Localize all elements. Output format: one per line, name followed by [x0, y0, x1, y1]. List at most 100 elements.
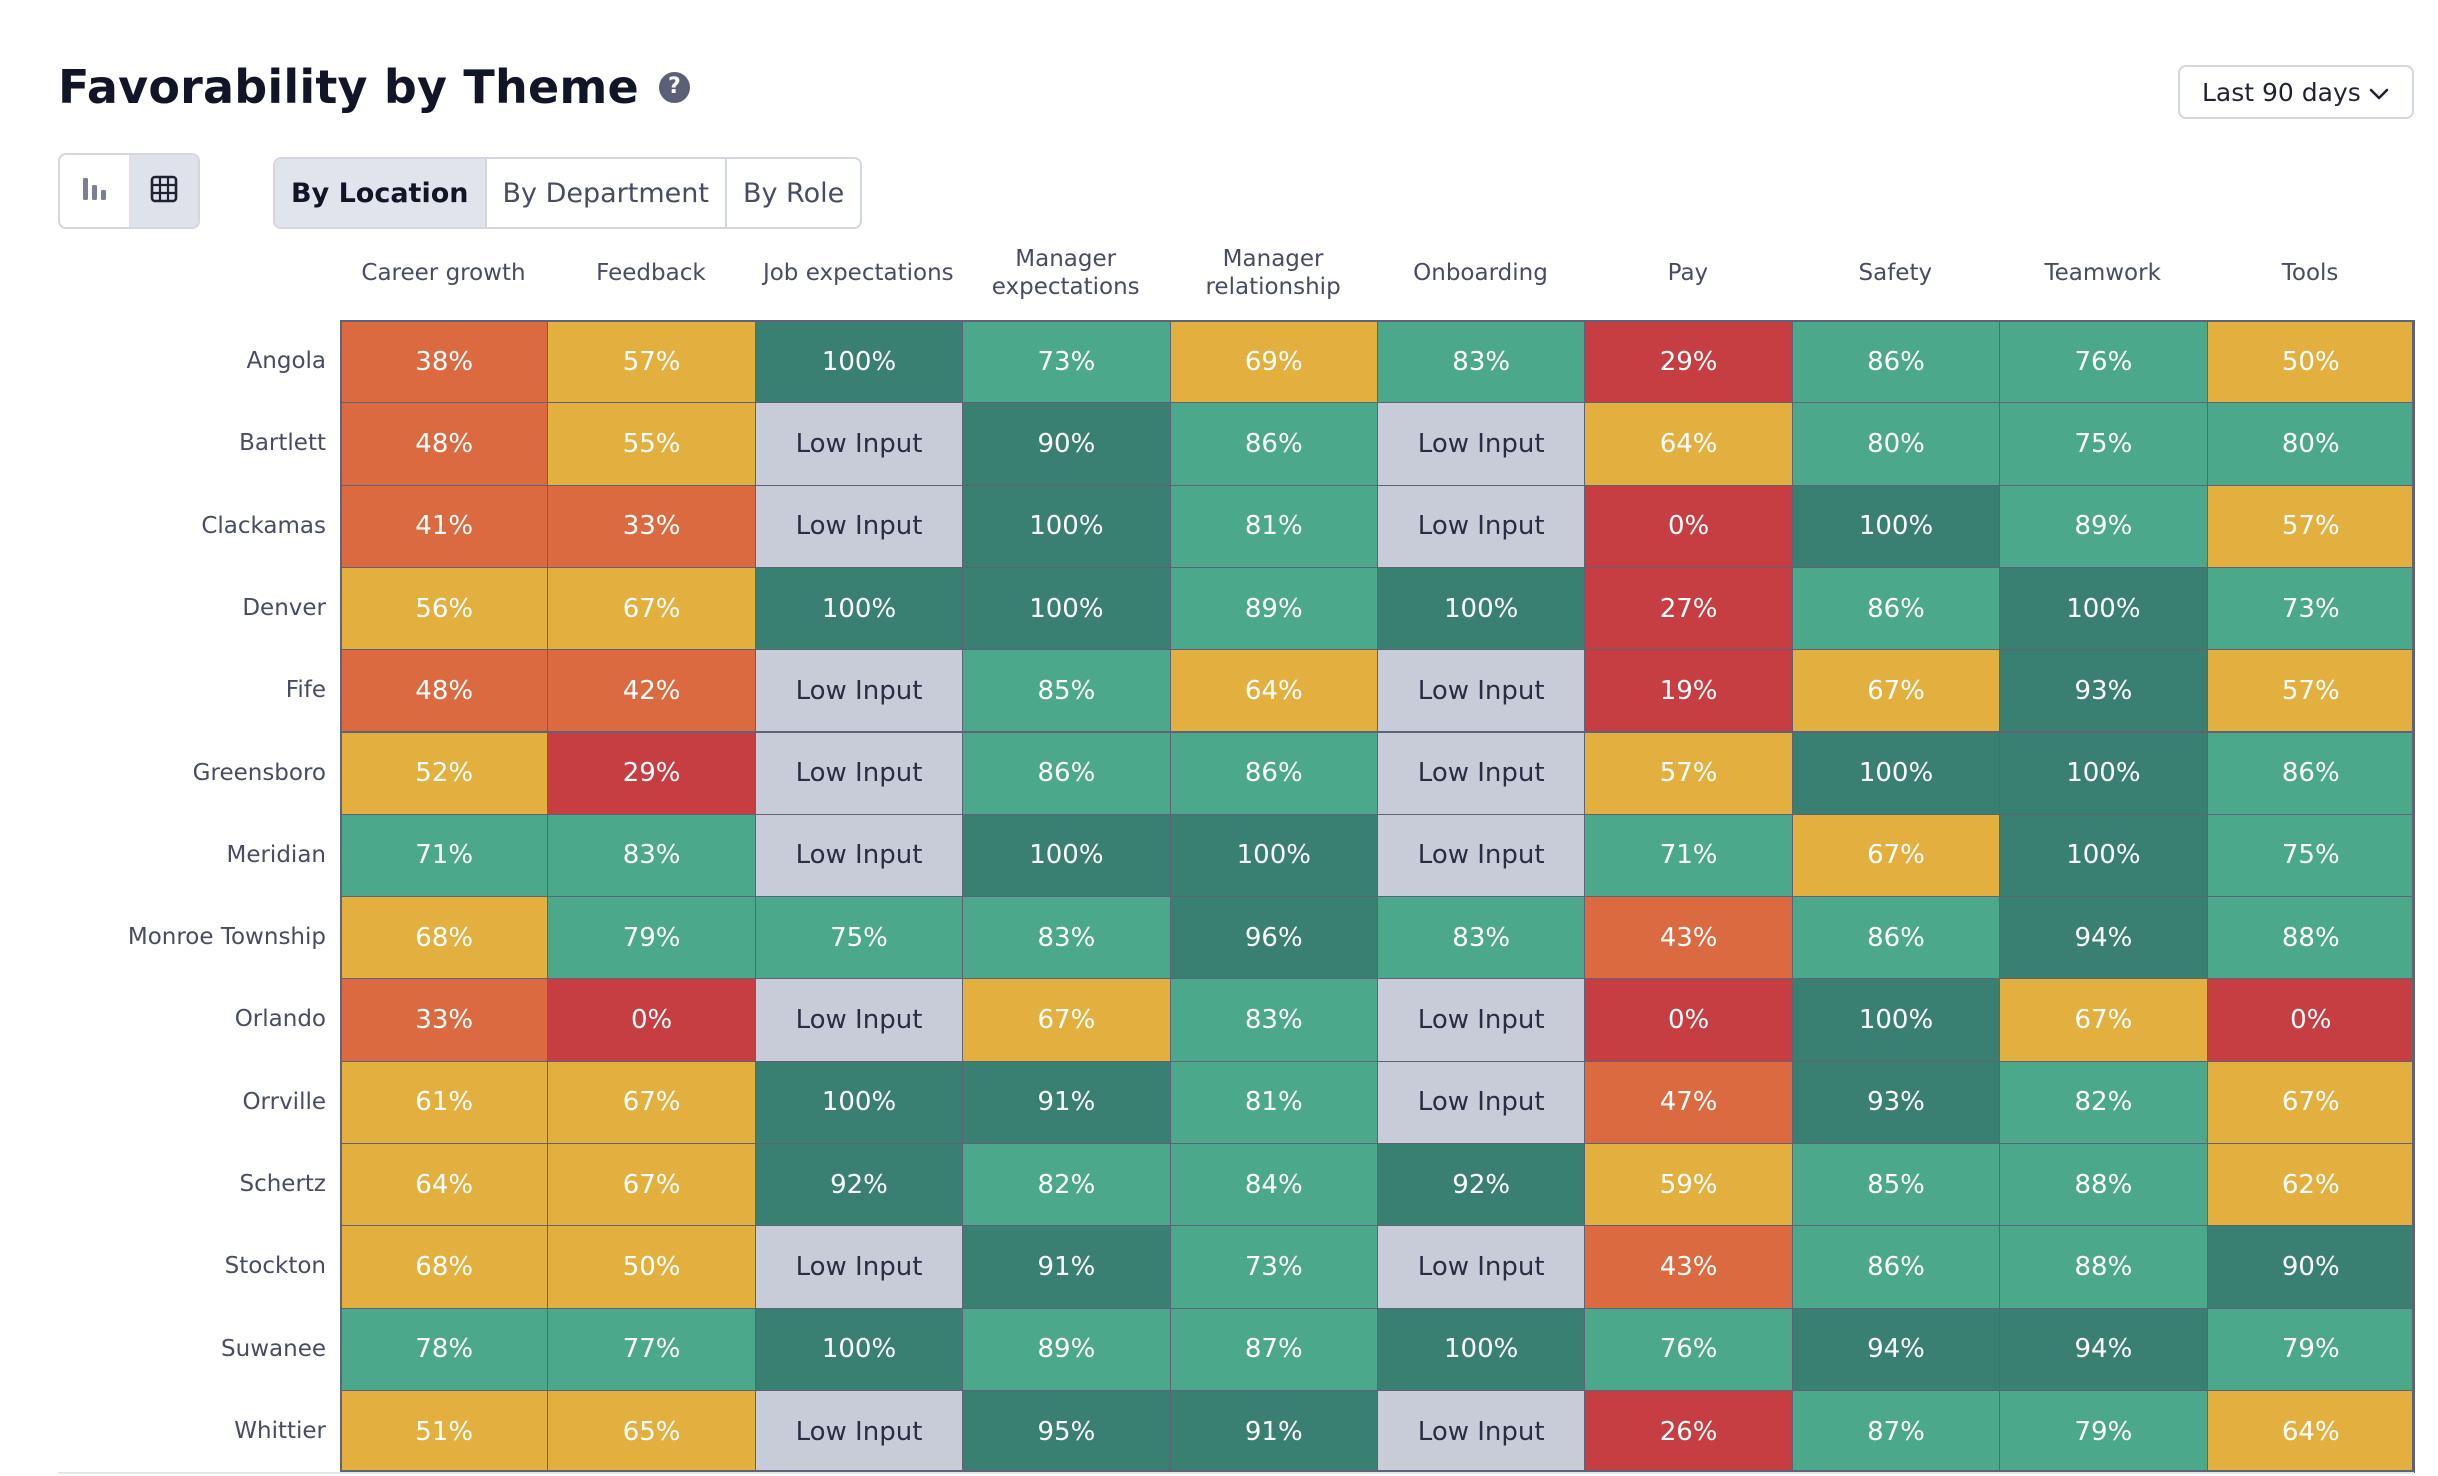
heatmap-cell-monroe-township-career-growth[interactable]: 68%	[340, 896, 549, 980]
heatmap-cell-bartlett-job-expectations[interactable]: Low Input	[754, 402, 964, 486]
heatmap-cell-whittier-tools[interactable]: 64%	[2206, 1389, 2415, 1474]
heatmap-cell-fife-feedback[interactable]: 42%	[547, 649, 756, 733]
heatmap-cell-orrville-manager-relationship[interactable]: 81%	[1169, 1060, 1378, 1144]
heatmap-cell-bartlett-teamwork[interactable]: 75%	[1999, 402, 2208, 486]
heatmap-cell-bartlett-career-growth[interactable]: 48%	[340, 402, 549, 486]
heatmap-cell-orlando-safety[interactable]: 100%	[1791, 978, 2001, 1062]
heatmap-cell-whittier-feedback[interactable]: 65%	[547, 1389, 756, 1474]
heatmap-cell-orlando-career-growth[interactable]: 33%	[340, 978, 549, 1062]
heatmap-cell-clackamas-pay[interactable]: 0%	[1584, 484, 1793, 568]
heatmap-cell-orlando-pay[interactable]: 0%	[1584, 978, 1793, 1062]
heatmap-cell-suwanee-pay[interactable]: 76%	[1584, 1307, 1793, 1391]
heatmap-cell-greensboro-pay[interactable]: 57%	[1584, 731, 1793, 815]
heatmap-cell-schertz-career-growth[interactable]: 64%	[340, 1143, 549, 1227]
heatmap-cell-orlando-teamwork[interactable]: 67%	[1999, 978, 2208, 1062]
heatmap-cell-angola-feedback[interactable]: 57%	[547, 320, 756, 404]
heatmap-cell-whittier-pay[interactable]: 26%	[1584, 1389, 1793, 1474]
heatmap-cell-monroe-township-tools[interactable]: 88%	[2206, 896, 2415, 980]
heatmap-cell-angola-pay[interactable]: 29%	[1584, 320, 1793, 404]
heatmap-cell-schertz-manager-expectations[interactable]: 82%	[962, 1143, 1171, 1227]
heatmap-cell-greensboro-feedback[interactable]: 29%	[547, 731, 756, 815]
heatmap-cell-angola-safety[interactable]: 86%	[1791, 320, 2001, 404]
heatmap-cell-orlando-feedback[interactable]: 0%	[547, 978, 756, 1062]
heatmap-cell-whittier-teamwork[interactable]: 79%	[1999, 1389, 2208, 1474]
heatmap-cell-suwanee-safety[interactable]: 94%	[1791, 1307, 2001, 1391]
heatmap-cell-fife-job-expectations[interactable]: Low Input	[754, 649, 964, 733]
heatmap-cell-stockton-tools[interactable]: 90%	[2206, 1225, 2415, 1309]
heatmap-cell-bartlett-safety[interactable]: 80%	[1791, 402, 2001, 486]
heatmap-cell-orrville-tools[interactable]: 67%	[2206, 1060, 2415, 1144]
heatmap-cell-suwanee-tools[interactable]: 79%	[2206, 1307, 2415, 1391]
heatmap-cell-angola-job-expectations[interactable]: 100%	[754, 320, 964, 404]
heatmap-cell-orlando-tools[interactable]: 0%	[2206, 978, 2415, 1062]
heatmap-cell-bartlett-manager-expectations[interactable]: 90%	[962, 402, 1171, 486]
heatmap-cell-greensboro-manager-relationship[interactable]: 86%	[1169, 731, 1378, 815]
heatmap-cell-schertz-job-expectations[interactable]: 92%	[754, 1143, 964, 1227]
heatmap-cell-stockton-manager-expectations[interactable]: 91%	[962, 1225, 1171, 1309]
heatmap-cell-greensboro-tools[interactable]: 86%	[2206, 731, 2415, 815]
heatmap-cell-orrville-career-growth[interactable]: 61%	[340, 1060, 549, 1144]
heatmap-cell-clackamas-teamwork[interactable]: 89%	[1999, 484, 2208, 568]
heatmap-cell-monroe-township-onboarding[interactable]: 83%	[1377, 896, 1586, 980]
heatmap-cell-whittier-job-expectations[interactable]: Low Input	[754, 1389, 964, 1474]
heatmap-cell-schertz-pay[interactable]: 59%	[1584, 1143, 1793, 1227]
heatmap-cell-greensboro-job-expectations[interactable]: Low Input	[754, 731, 964, 815]
heatmap-cell-schertz-manager-relationship[interactable]: 84%	[1169, 1143, 1378, 1227]
heatmap-cell-angola-career-growth[interactable]: 38%	[340, 320, 549, 404]
heatmap-cell-orrville-pay[interactable]: 47%	[1584, 1060, 1793, 1144]
heatmap-cell-angola-manager-relationship[interactable]: 69%	[1169, 320, 1378, 404]
heatmap-cell-denver-safety[interactable]: 86%	[1791, 566, 2001, 651]
heatmap-cell-bartlett-manager-relationship[interactable]: 86%	[1169, 402, 1378, 486]
heatmap-cell-fife-manager-relationship[interactable]: 64%	[1169, 649, 1378, 733]
heatmap-cell-denver-career-growth[interactable]: 56%	[340, 566, 549, 651]
tab-by-location[interactable]: By Location	[275, 159, 487, 227]
heatmap-cell-schertz-feedback[interactable]: 67%	[547, 1143, 756, 1227]
heatmap-cell-greensboro-teamwork[interactable]: 100%	[1999, 731, 2208, 815]
heatmap-cell-orlando-manager-relationship[interactable]: 83%	[1169, 978, 1378, 1062]
heatmap-cell-orrville-job-expectations[interactable]: 100%	[754, 1060, 964, 1144]
heatmap-cell-fife-onboarding[interactable]: Low Input	[1377, 649, 1586, 733]
heatmap-cell-orlando-manager-expectations[interactable]: 67%	[962, 978, 1171, 1062]
heatmap-cell-stockton-teamwork[interactable]: 88%	[1999, 1225, 2208, 1309]
heatmap-cell-meridian-pay[interactable]: 71%	[1584, 813, 1793, 898]
heatmap-cell-monroe-township-teamwork[interactable]: 94%	[1999, 896, 2208, 980]
heatmap-cell-denver-onboarding[interactable]: 100%	[1377, 566, 1586, 651]
heatmap-cell-angola-manager-expectations[interactable]: 73%	[962, 320, 1171, 404]
heatmap-cell-fife-manager-expectations[interactable]: 85%	[962, 649, 1171, 733]
heatmap-cell-denver-tools[interactable]: 73%	[2206, 566, 2415, 651]
heatmap-cell-fife-pay[interactable]: 19%	[1584, 649, 1793, 733]
heatmap-cell-fife-tools[interactable]: 57%	[2206, 649, 2415, 733]
table-view-button[interactable]	[129, 155, 198, 227]
heatmap-cell-orrville-safety[interactable]: 93%	[1791, 1060, 2001, 1144]
heatmap-cell-fife-teamwork[interactable]: 93%	[1999, 649, 2208, 733]
heatmap-cell-meridian-teamwork[interactable]: 100%	[1999, 813, 2208, 898]
heatmap-cell-bartlett-pay[interactable]: 64%	[1584, 402, 1793, 486]
heatmap-cell-fife-career-growth[interactable]: 48%	[340, 649, 549, 733]
heatmap-cell-clackamas-manager-expectations[interactable]: 100%	[962, 484, 1171, 568]
heatmap-cell-denver-feedback[interactable]: 67%	[547, 566, 756, 651]
heatmap-cell-clackamas-tools[interactable]: 57%	[2206, 484, 2415, 568]
heatmap-cell-angola-onboarding[interactable]: 83%	[1377, 320, 1586, 404]
heatmap-cell-orrville-onboarding[interactable]: Low Input	[1377, 1060, 1586, 1144]
heatmap-cell-suwanee-manager-expectations[interactable]: 89%	[962, 1307, 1171, 1391]
heatmap-cell-monroe-township-manager-relationship[interactable]: 96%	[1169, 896, 1378, 980]
heatmap-cell-greensboro-onboarding[interactable]: Low Input	[1377, 731, 1586, 815]
heatmap-cell-stockton-pay[interactable]: 43%	[1584, 1225, 1793, 1309]
heatmap-cell-denver-pay[interactable]: 27%	[1584, 566, 1793, 651]
heatmap-cell-bartlett-tools[interactable]: 80%	[2206, 402, 2415, 486]
bar-chart-view-button[interactable]	[60, 155, 129, 227]
heatmap-cell-orrville-manager-expectations[interactable]: 91%	[962, 1060, 1171, 1144]
heatmap-cell-monroe-township-safety[interactable]: 86%	[1791, 896, 2001, 980]
heatmap-cell-clackamas-career-growth[interactable]: 41%	[340, 484, 549, 568]
heatmap-cell-angola-teamwork[interactable]: 76%	[1999, 320, 2208, 404]
heatmap-cell-fife-safety[interactable]: 67%	[1791, 649, 2001, 733]
heatmap-cell-meridian-tools[interactable]: 75%	[2206, 813, 2415, 898]
heatmap-cell-meridian-manager-relationship[interactable]: 100%	[1169, 813, 1378, 898]
heatmap-cell-suwanee-onboarding[interactable]: 100%	[1377, 1307, 1586, 1391]
heatmap-cell-orlando-job-expectations[interactable]: Low Input	[754, 978, 964, 1062]
heatmap-cell-meridian-safety[interactable]: 67%	[1791, 813, 2001, 898]
heatmap-cell-greensboro-manager-expectations[interactable]: 86%	[962, 731, 1171, 815]
heatmap-cell-denver-manager-expectations[interactable]: 100%	[962, 566, 1171, 651]
date-range-dropdown[interactable]: Last 90 days	[2178, 65, 2414, 119]
heatmap-cell-whittier-onboarding[interactable]: Low Input	[1377, 1389, 1586, 1474]
